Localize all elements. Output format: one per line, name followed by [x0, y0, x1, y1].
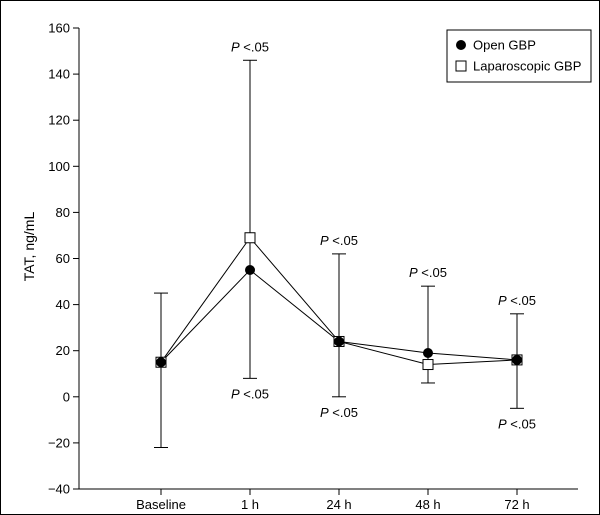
axes: −40 −20 0 20 40 60 80 100 120 140 160 Baseline 1 h 24…	[21, 21, 578, 512]
y-tick-label: 60	[56, 251, 70, 266]
p-value-annotations: P <.05 P <.05 P <.05 P <.05 P <.05 P <.05 P <.…	[231, 39, 536, 431]
x-tick-label: Baseline	[136, 497, 186, 512]
x-tick-label: 72 h	[504, 497, 529, 512]
x-tick-label: 24 h	[326, 497, 351, 512]
y-axis-title: TAT, ng/mL	[21, 212, 37, 282]
error-bars	[154, 59, 524, 449]
legend: Open GBP Laparoscopic GBP	[446, 29, 592, 83]
legend-marker-laparoscopic-gbp	[455, 60, 467, 72]
open-gbp-point	[334, 336, 344, 347]
p-value-label: P <.05	[320, 233, 358, 248]
legend-box	[446, 29, 592, 83]
x-tick-label: 1 h	[241, 497, 259, 512]
p-value-label: P <.05	[320, 405, 358, 420]
y-tick-label: 80	[56, 205, 70, 220]
p-value-label: P <.05	[231, 39, 269, 54]
y-tick-label: 140	[48, 67, 70, 82]
p-value-label: P <.05	[498, 416, 536, 431]
laparoscopic-gbp-point	[422, 359, 434, 371]
legend-label-laparoscopic-gbp: Laparoscopic GBP	[473, 59, 581, 74]
open-gbp-point	[156, 357, 166, 368]
y-tick-label: 0	[63, 389, 70, 404]
y-tick-label: 40	[56, 297, 70, 312]
legend-label-open-gbp: Open GBP	[473, 38, 536, 53]
legend-marker-open-gbp	[456, 40, 466, 50]
y-tick-label: 160	[48, 21, 70, 36]
y-tick-label: −40	[48, 482, 70, 497]
open-gbp-point	[423, 348, 433, 359]
laparoscopic-gbp-point	[244, 232, 256, 244]
y-tick-label: 120	[48, 113, 70, 128]
y-tick-label: 100	[48, 159, 70, 174]
p-value-label: P <.05	[498, 293, 536, 308]
p-value-label: P <.05	[409, 265, 447, 280]
open-gbp-point	[512, 354, 522, 365]
x-tick-label: 48 h	[415, 497, 440, 512]
y-tick-label: 20	[56, 343, 70, 358]
series-markers	[155, 232, 523, 371]
open-gbp-point	[245, 265, 255, 276]
p-value-label: P <.05	[231, 386, 269, 401]
y-tick-label: −20	[48, 435, 70, 450]
